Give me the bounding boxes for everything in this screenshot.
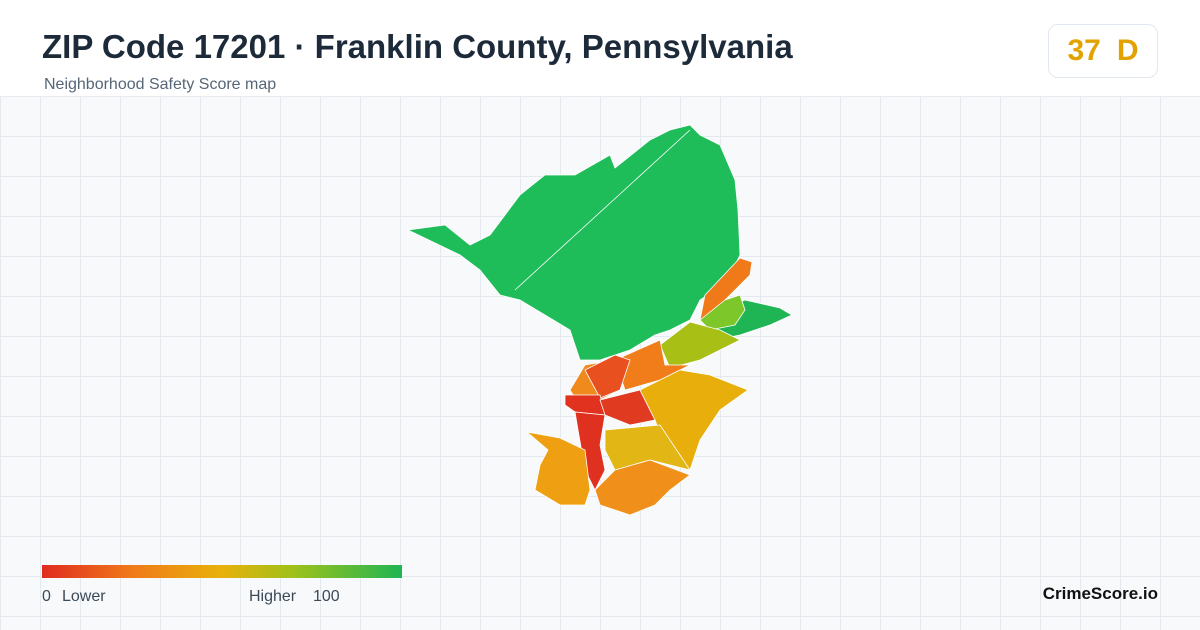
brand: CrimeScore.io (1042, 584, 1158, 603)
area (406, 124, 741, 361)
score-value: 37 (1067, 34, 1101, 67)
area (599, 389, 656, 426)
legend-max: 100 (313, 588, 340, 605)
title: ZIP Code 17201 · Franklin County, Pennsy… (42, 28, 793, 65)
area (574, 411, 606, 491)
area-border (514, 129, 691, 291)
header: ZIP Code 17201 · Franklin County, Pennsy… (0, 0, 1200, 97)
area (594, 459, 691, 516)
zip-areas (406, 124, 793, 516)
legend-min-label: Lower (62, 588, 106, 605)
area (614, 339, 691, 391)
area (584, 354, 631, 399)
area (564, 394, 606, 416)
score-grade: D (1116, 34, 1139, 67)
legend-max-label: Higher (249, 588, 297, 605)
area (525, 431, 591, 506)
legend-min: 0 (42, 588, 51, 605)
score-badge: 37 D (1048, 24, 1158, 78)
subtitle: Neighborhood Safety Score map (44, 76, 277, 93)
legend-gradient (42, 565, 402, 578)
